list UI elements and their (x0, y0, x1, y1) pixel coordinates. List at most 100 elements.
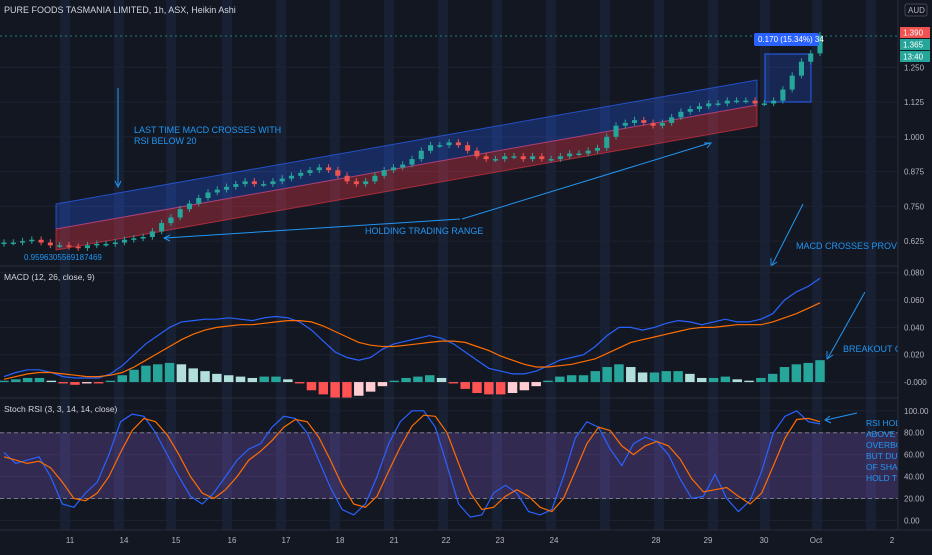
time-tick-11[interactable]: 29 (704, 536, 713, 545)
countdown-badge[interactable]: 13:40 (903, 53, 924, 62)
time-tick-5[interactable]: 18 (336, 536, 345, 545)
candle-body-7 (66, 245, 72, 247)
macd-hist-bar-37 (436, 377, 447, 383)
rsi-note-line4[interactable]: BUT DUE (866, 451, 903, 461)
time-tick-13[interactable]: Oct (810, 536, 823, 545)
candle-body-58 (539, 156, 545, 160)
price-tick-0[interactable]: 1.250 (904, 63, 925, 72)
measure-box[interactable] (764, 53, 812, 103)
price-tick-2[interactable]: 1.000 (904, 133, 925, 142)
macd-rsi-note-line1[interactable]: LAST TIME MACD CROSSES WITH (134, 125, 281, 135)
time-tick-8[interactable]: 23 (496, 536, 505, 545)
price-tick-5[interactable]: 0.625 (904, 237, 925, 246)
time-tick-0[interactable]: 11 (66, 536, 75, 545)
macd-hist-bar-44 (519, 382, 530, 391)
price-tick-1[interactable]: 1.125 (904, 98, 925, 107)
macd-line[interactable] (3, 277, 821, 379)
candle-body-68 (631, 120, 638, 123)
time-axis-ticks[interactable]: 11 14 15 16 17 18 21 22 23 24 28 29 30 Oct 2 (66, 536, 895, 545)
candle-body-52 (483, 156, 489, 160)
stoch-tick-1[interactable]: 80.00 (904, 429, 925, 438)
stoch-tick-3[interactable]: 40.00 (904, 473, 925, 482)
macd-hist-bar-31 (365, 382, 376, 392)
macd-hist-bar-2 (22, 377, 33, 383)
candle-body-27 (251, 181, 257, 185)
macd-tick-1[interactable]: 0.060 (904, 296, 925, 305)
arrow-rsi[interactable] (825, 412, 858, 421)
stoch-pane-label[interactable]: Stoch RSI (3, 3, 14, 14, close) (4, 404, 118, 414)
rsi-note-line5[interactable]: OF SHAR (866, 462, 904, 472)
time-tick-10[interactable]: 28 (652, 536, 661, 545)
macd-tick-0[interactable]: 0.080 (904, 269, 925, 278)
rsi-note-line1[interactable]: RSI HOLD (866, 418, 906, 428)
macd-rsi-note-line2[interactable]: RSI BELOW 20 (134, 136, 197, 146)
candle-body-56 (520, 156, 526, 160)
macd-cross-note[interactable]: MACD CROSSES PROVIDING (796, 241, 922, 251)
stoch-tick-4[interactable]: 20.00 (904, 494, 925, 503)
range-note[interactable]: HOLDING TRADING RANGE (365, 226, 483, 236)
low-point-label[interactable]: 0.9596305569187469 (24, 253, 102, 262)
candle-body-66 (613, 125, 619, 137)
currency-badge[interactable]: AUD (908, 6, 925, 15)
trading-channel[interactable] (55, 79, 758, 251)
chart-title[interactable]: PURE FOODS TASMANIA LIMITED, 1h, ASX, He… (4, 5, 236, 15)
macd-tick-4[interactable]: -0.000 (904, 378, 927, 387)
measure-label[interactable]: 0.170 (15.34%) 34 (758, 35, 824, 44)
arrow-range-left[interactable] (164, 218, 461, 239)
rsi-note-line3[interactable]: OVERBO (866, 440, 903, 450)
stoch-tick-5[interactable]: 0.00 (904, 516, 920, 525)
high-price-badge[interactable]: 1.390 (903, 29, 924, 38)
time-tick-2[interactable]: 15 (172, 536, 181, 545)
annotation-texts[interactable]: LAST TIME MACD CROSSES WITH RSI BELOW 20… (24, 125, 922, 354)
stoch-tick-2[interactable]: 60.00 (904, 451, 925, 460)
macd-histogram[interactable] (0, 360, 825, 399)
candle-body-77 (715, 103, 721, 105)
channel-lower-band[interactable] (55, 104, 758, 251)
rsi-note-line2[interactable]: ABOVE 8 (866, 429, 903, 439)
arrow-breakout[interactable] (827, 291, 866, 359)
macd-hist-bar-11 (129, 369, 139, 383)
macd-pane-label[interactable]: MACD (12, 26, close, 9) (4, 272, 95, 282)
last-price-badge[interactable]: 1.365 (903, 41, 924, 50)
macd-hist-bar-62 (732, 379, 742, 383)
annotation-arrows[interactable] (114, 88, 866, 424)
candle-body-8 (75, 246, 81, 249)
macd-tick-3[interactable]: 0.020 (904, 351, 925, 360)
stoch-band-fill (0, 432, 898, 499)
macd-hist-bar-7 (82, 382, 92, 384)
session-stripe-11 (654, 0, 664, 530)
candle-body-18 (168, 217, 174, 224)
candle-body-59 (548, 159, 554, 161)
signal-line[interactable] (3, 302, 821, 380)
time-tick-1[interactable]: 14 (120, 536, 129, 545)
arrow-macd-cross[interactable] (771, 203, 804, 266)
last-price-badge-bg (900, 39, 930, 50)
time-tick-9[interactable]: 24 (550, 536, 559, 545)
time-tick-4[interactable]: 17 (282, 536, 291, 545)
macd-hist-bar-66 (779, 367, 790, 383)
time-tick-12[interactable]: 30 (760, 536, 769, 545)
time-tick-6[interactable]: 21 (390, 536, 399, 545)
price-tick-3[interactable]: 0.875 (904, 168, 925, 177)
rsi-note-line6[interactable]: HOLD TH (866, 473, 903, 483)
price-tick-4[interactable]: 0.750 (904, 202, 925, 211)
rsi-note[interactable]: RSI HOLD ABOVE 8 OVERBO BUT DUE OF SHAR … (866, 418, 906, 483)
candle-body-83 (771, 100, 777, 104)
candle-body-82 (761, 103, 767, 105)
stoch-d-line[interactable] (3, 414, 821, 513)
macd-hist-bar-23 (271, 376, 281, 383)
breakout-note[interactable]: BREAKOUT ON (843, 344, 908, 354)
candle-body-57 (529, 156, 536, 160)
price-scale-ticks[interactable]: 1.250 1.125 1.000 0.875 0.750 0.625 0.080 0.060… (904, 63, 929, 525)
candles[interactable] (1, 31, 823, 251)
stoch-k-line[interactable] (3, 410, 821, 518)
candle-body-76 (706, 103, 712, 107)
arrow-range-right[interactable] (461, 142, 711, 220)
stoch-tick-0[interactable]: 100.00 (904, 407, 929, 416)
time-tick-14[interactable]: 2 (890, 536, 895, 545)
time-tick-7[interactable]: 22 (442, 536, 451, 545)
time-tick-3[interactable]: 16 (228, 536, 237, 545)
macd-tick-2[interactable]: 0.040 (904, 323, 925, 332)
